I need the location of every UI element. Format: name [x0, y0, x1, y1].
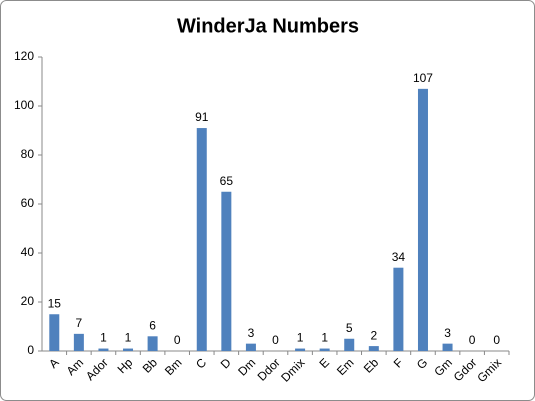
data-label: 1 [100, 331, 107, 345]
data-label: 1 [321, 331, 328, 345]
data-label: 34 [392, 250, 406, 264]
y-tick-label: 40 [21, 245, 35, 259]
data-label: 91 [195, 110, 209, 124]
bar [73, 333, 84, 351]
data-label: 1 [297, 331, 304, 345]
data-label: 5 [346, 321, 353, 335]
bar [49, 314, 60, 351]
bar [368, 346, 379, 351]
data-label: 3 [444, 326, 451, 340]
bar [221, 191, 232, 351]
bar [319, 348, 330, 351]
data-label: 2 [370, 328, 377, 342]
bar [147, 336, 158, 351]
bar [442, 343, 453, 351]
chart-title: WinderJa Numbers [177, 15, 359, 37]
data-label: 6 [149, 318, 156, 332]
bar [98, 348, 109, 351]
data-label: 65 [220, 174, 234, 188]
bar [295, 348, 306, 351]
y-tick-label: 0 [27, 343, 34, 357]
data-label: 7 [76, 316, 83, 330]
bar [245, 343, 256, 351]
y-tick-label: 80 [21, 147, 35, 161]
data-label: 0 [469, 333, 476, 347]
y-tick-label: 60 [21, 196, 35, 210]
bar [393, 267, 404, 351]
data-label: 0 [493, 333, 500, 347]
data-label: 15 [48, 296, 62, 310]
bar [123, 348, 134, 351]
bar [196, 128, 207, 351]
y-tick-label: 120 [14, 49, 34, 63]
y-tick-label: 20 [21, 294, 35, 308]
data-label: 3 [248, 326, 255, 340]
bar [344, 338, 355, 351]
y-tick-label: 100 [14, 98, 34, 112]
bar [417, 88, 428, 351]
data-label: 1 [125, 331, 132, 345]
data-label: 0 [272, 333, 279, 347]
data-label: 107 [413, 71, 433, 85]
data-label: 0 [174, 333, 181, 347]
